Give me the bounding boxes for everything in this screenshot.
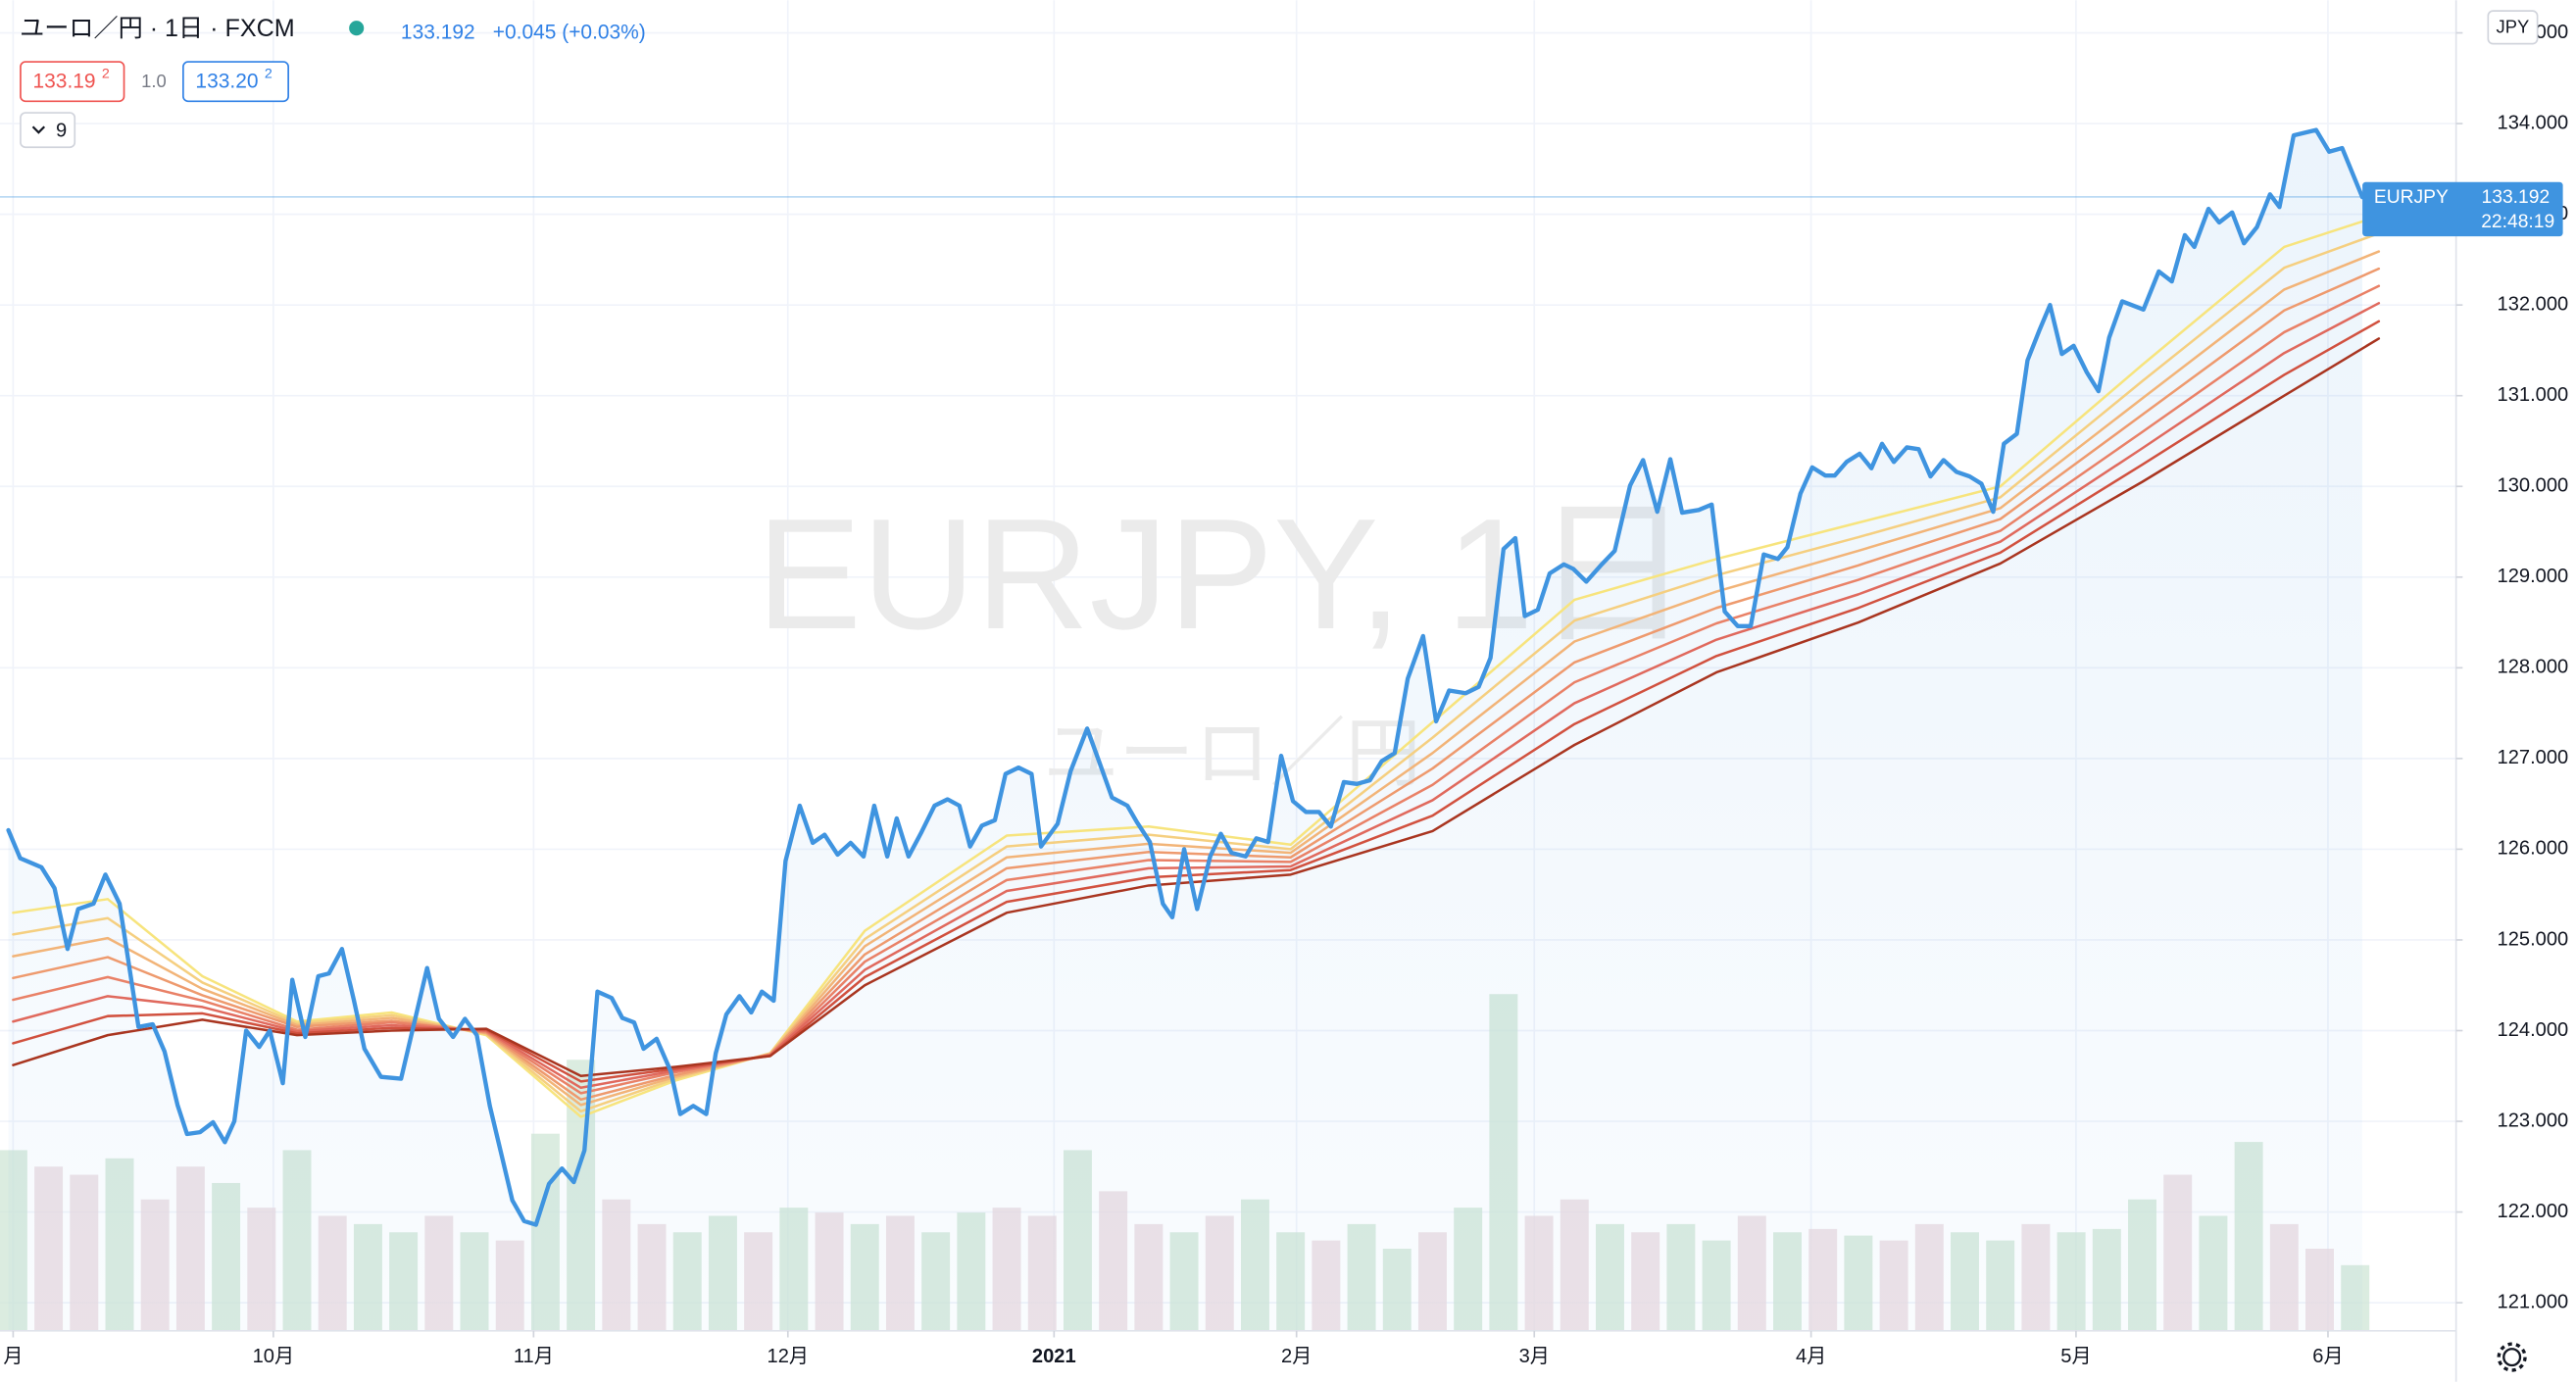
y-tick-label: 122.000 (2498, 1201, 2569, 1222)
y-tick-label: 134.000 (2498, 112, 2569, 133)
x-tick-label: 3月 (1519, 1346, 1550, 1367)
ema-ribbon-line (12, 267, 2381, 1102)
bid-digit[interactable]: 2 (102, 66, 110, 81)
indicator-count[interactable]: 9 (56, 121, 67, 142)
spread: 1.0 (141, 71, 167, 91)
ema-ribbon-line (12, 284, 2381, 1095)
ema-ribbon-line (12, 250, 2381, 1107)
y-tick-label: 132.000 (2498, 293, 2569, 315)
symbol-title: ユーロ／円 · 1日 · FXCM (20, 15, 295, 42)
price-tag (2362, 181, 2563, 237)
ask-price[interactable]: 133.20 (195, 71, 258, 93)
y-tick-label: 131.000 (2498, 384, 2569, 406)
x-tick-label: 4月 (1796, 1346, 1826, 1367)
price-tag-value: 133.192 (2482, 187, 2551, 208)
ema-ribbon-line (12, 337, 2381, 1078)
price-change: +0.045 (+0.03%) (493, 21, 646, 43)
ask-box[interactable] (182, 61, 289, 103)
plot-layer (0, 127, 2456, 1331)
currency[interactable]: JPY (2497, 17, 2530, 37)
market-status-dot (349, 21, 365, 36)
y-tick-label: 127.000 (2498, 747, 2569, 768)
ask-digit[interactable]: 2 (265, 66, 272, 81)
price-area (8, 129, 2362, 1331)
y-tick-label: 124.000 (2498, 1019, 2569, 1041)
ema-ribbon-line (12, 320, 2381, 1083)
x-tick-label: 2月 (1281, 1346, 1312, 1367)
price-tag-symbol: EURJPY (2374, 187, 2449, 208)
y-tick-label: 128.000 (2498, 657, 2569, 678)
x-tick-label: 月 (3, 1346, 23, 1367)
bid-box[interactable] (20, 61, 125, 103)
x-tick-label: 12月 (768, 1346, 809, 1367)
ema-ribbon-line (12, 231, 2381, 1113)
toolbar: ユーロ／円 · 1日 · FXCM 133.192 +0.045 (+0.03%… (20, 10, 2539, 1372)
y-tick-label: 126.000 (2498, 838, 2569, 860)
x-tick-label: 2021 (1032, 1346, 1076, 1367)
price-line (6, 127, 2365, 1227)
y-tick-label: 129.000 (2498, 566, 2569, 587)
price-tag-time: 22:48:19 (2481, 212, 2554, 232)
chevron-icon (31, 125, 46, 134)
y-tick-label: 123.000 (2498, 1110, 2569, 1131)
y-tick-label: 125.000 (2498, 928, 2569, 950)
bid-price[interactable]: 133.19 (33, 71, 96, 93)
x-tick-label: 10月 (253, 1346, 294, 1367)
y-tick-label: 130.000 (2498, 475, 2569, 497)
x-tick-label: 11月 (514, 1346, 554, 1367)
ema-ribbon-line (12, 302, 2381, 1090)
y-tick-label: 121.000 (2498, 1291, 2569, 1312)
indicator-toggle[interactable] (20, 112, 76, 149)
ema-ribbon-line (12, 215, 2381, 1118)
last-price: 133.192 (401, 21, 475, 43)
gear-ring (2502, 1348, 2522, 1367)
x-tick-label: 5月 (2060, 1346, 2091, 1367)
x-tick-label: 6月 (2312, 1346, 2343, 1367)
currency-box[interactable] (2487, 10, 2539, 45)
